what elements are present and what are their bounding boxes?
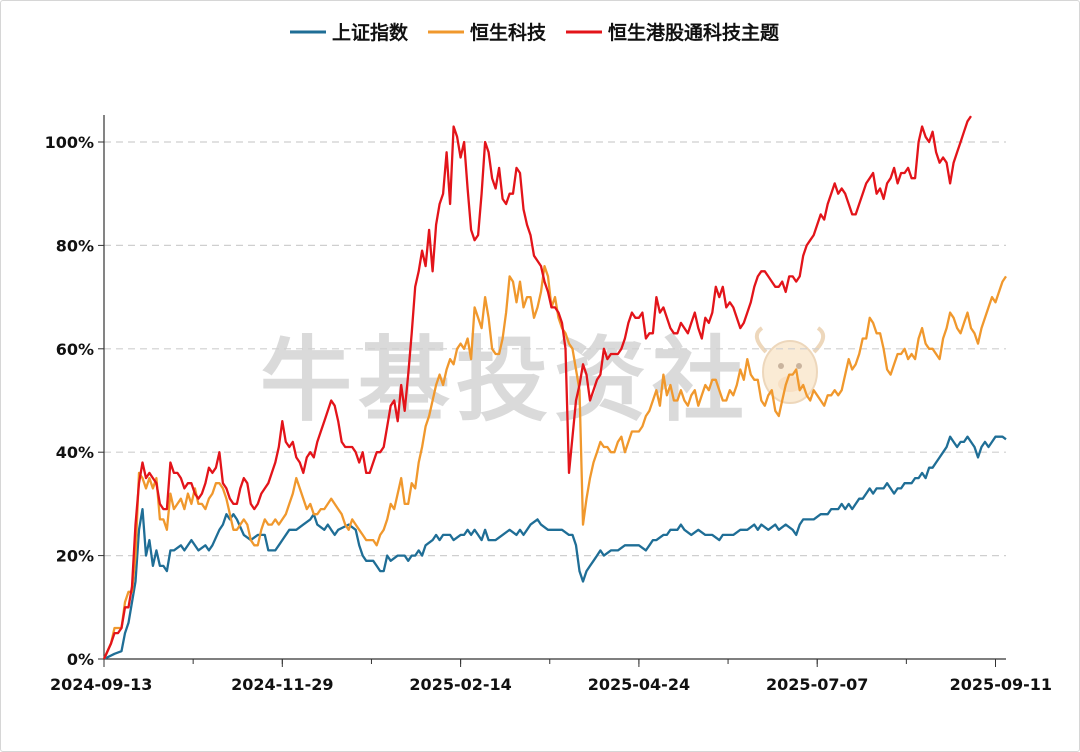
x-tick-label: 2024-09-13 — [50, 675, 152, 694]
legend-label-2: 恒生港股通科技主题 — [608, 21, 779, 44]
legend-label-1: 恒生科技 — [470, 21, 547, 44]
y-tick-label: 20% — [56, 547, 94, 566]
series-line-2 — [102, 115, 972, 660]
x-tick-label: 2025-07-07 — [766, 675, 868, 694]
y-tick-label: 100% — [45, 133, 94, 152]
x-tick-label: 2024-11-29 — [231, 675, 333, 694]
legend-label-0: 上证指数 — [332, 21, 409, 44]
x-tick-label: 2025-02-14 — [409, 675, 511, 694]
series-line-1 — [102, 264, 1007, 660]
x-tick-label: 2025-04-24 — [588, 675, 690, 694]
y-tick-label: 80% — [56, 236, 94, 255]
y-tick-label: 0% — [67, 650, 94, 669]
x-tick-label: 2025-09-11 — [950, 675, 1052, 694]
watermark-text: 牛基投资社 — [260, 327, 750, 434]
y-tick-label: 60% — [56, 340, 94, 359]
y-tick-label: 40% — [56, 443, 94, 462]
series-line-0 — [103, 435, 1007, 661]
